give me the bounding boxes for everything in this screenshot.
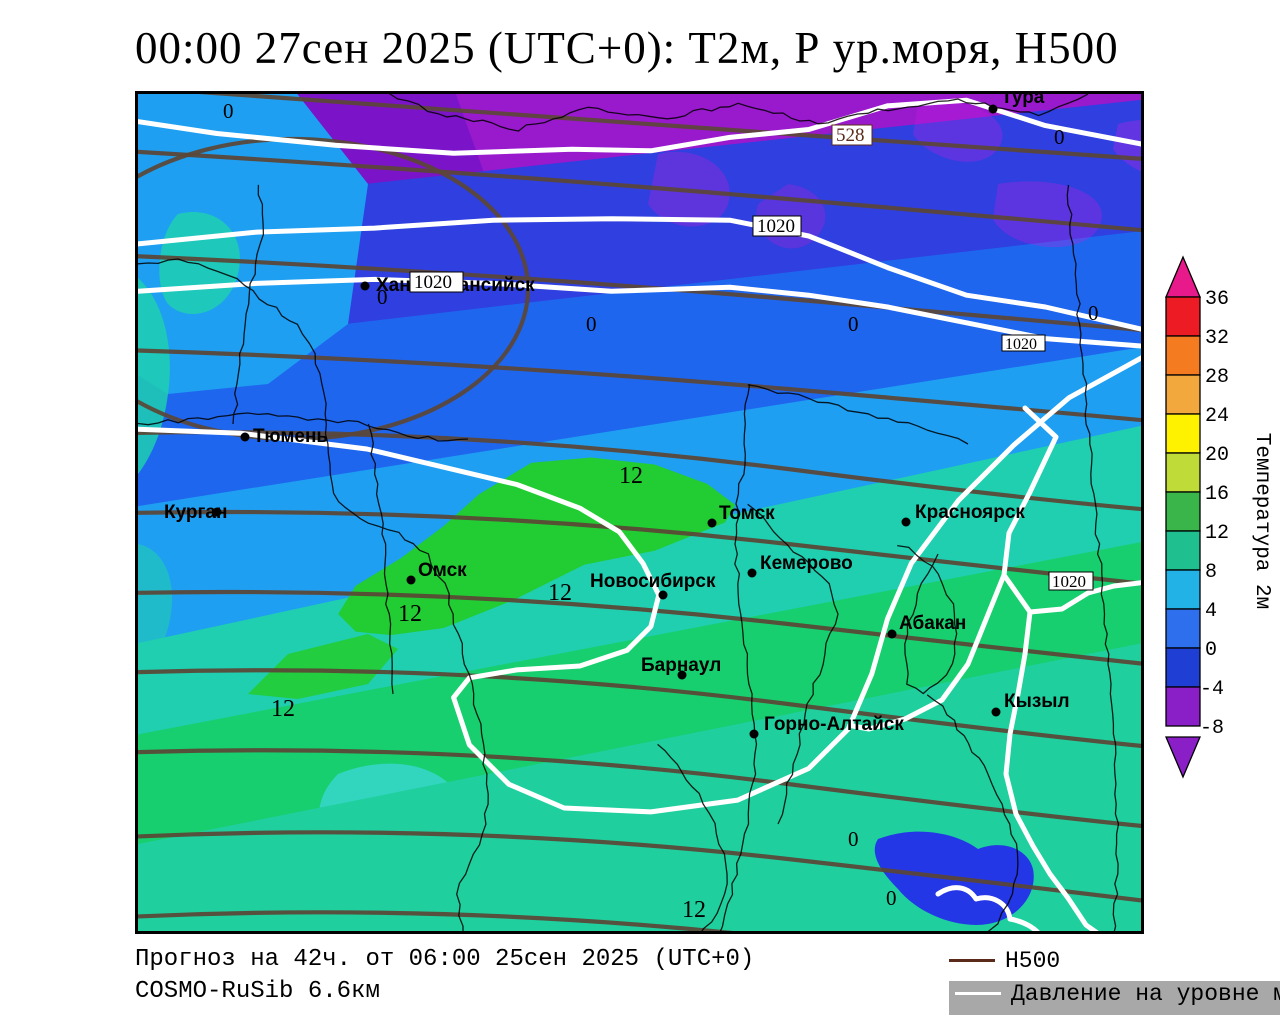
svg-text:-8: -8: [1200, 717, 1224, 740]
svg-text:Курган: Курган: [164, 502, 227, 523]
svg-text:28: 28: [1205, 366, 1229, 389]
svg-text:Абакан: Абакан: [899, 613, 966, 634]
svg-text:0: 0: [1054, 125, 1065, 149]
svg-text:Новосибирск: Новосибирск: [590, 571, 716, 592]
svg-text:20: 20: [1205, 444, 1229, 467]
svg-text:Барнаул: Барнаул: [641, 655, 721, 676]
svg-text:0: 0: [223, 99, 234, 123]
svg-text:Горно-Алтайск: Горно-Алтайск: [764, 714, 904, 735]
svg-text:1020: 1020: [1052, 572, 1086, 591]
svg-text:Кызыл: Кызыл: [1004, 691, 1070, 712]
svg-text:12: 12: [398, 601, 422, 627]
svg-text:0: 0: [886, 886, 897, 910]
svg-text:Температура 2м: Температура 2м: [1250, 433, 1273, 609]
svg-text:528: 528: [836, 125, 865, 146]
svg-text:0: 0: [848, 827, 859, 851]
svg-text:Красноярск: Красноярск: [915, 502, 1025, 523]
svg-text:0: 0: [586, 312, 597, 336]
svg-text:12: 12: [619, 463, 643, 489]
svg-text:0: 0: [1205, 639, 1217, 662]
svg-text:12: 12: [271, 696, 295, 722]
svg-text:0: 0: [1088, 301, 1099, 325]
svg-text:36: 36: [1205, 288, 1229, 311]
svg-text:Омск: Омск: [418, 560, 467, 581]
svg-text:12: 12: [1205, 522, 1229, 545]
svg-text:4: 4: [1205, 600, 1217, 623]
svg-text:16: 16: [1205, 483, 1229, 506]
svg-text:12: 12: [682, 897, 706, 923]
svg-text:32: 32: [1205, 327, 1229, 350]
svg-text:-4: -4: [1200, 678, 1224, 701]
svg-text:0: 0: [848, 312, 859, 336]
svg-text:12: 12: [548, 580, 572, 606]
svg-text:24: 24: [1205, 405, 1229, 428]
svg-text:0: 0: [377, 285, 388, 309]
svg-text:Томск: Томск: [719, 503, 775, 524]
svg-text:1020: 1020: [1005, 336, 1037, 353]
svg-text:Тюмень: Тюмень: [253, 426, 328, 447]
svg-text:Кемерово: Кемерово: [760, 553, 853, 574]
svg-text:8: 8: [1205, 561, 1217, 584]
svg-text:1020: 1020: [414, 272, 452, 293]
svg-text:Тура: Тура: [1001, 94, 1045, 108]
svg-text:1020: 1020: [757, 216, 795, 237]
